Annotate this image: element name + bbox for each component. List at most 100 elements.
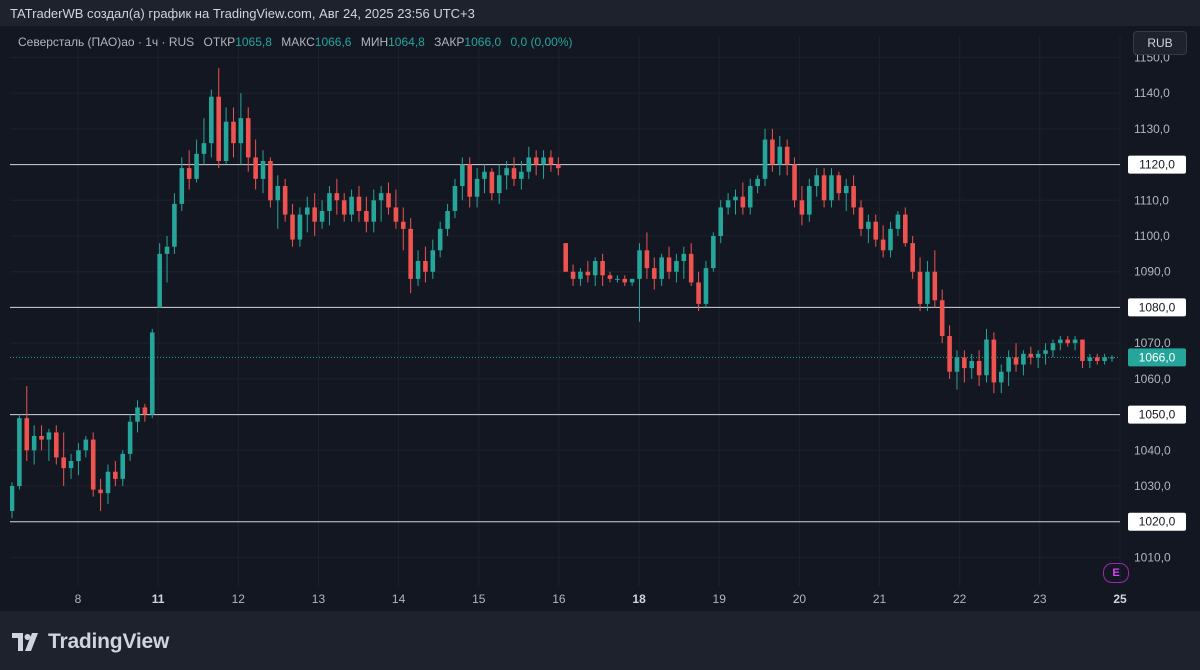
candle-body [482,171,487,179]
close-value: 1066,0 [464,35,502,49]
candle-body [858,207,864,229]
candle-body [578,271,583,279]
candle-body [556,164,561,169]
x-tick-label: 14 [392,592,406,606]
chart-pane[interactable]: 1010,0 1020,0 1030,0 1040,0 1050,0 1060,0 1070… [10,26,1190,611]
candle-body [644,250,650,269]
candle-body [637,250,642,279]
price-chart[interactable]: 1010,0 1020,0 1030,0 1040,0 1050,0 1060,0 1070… [10,26,1190,611]
candle-body [297,214,303,240]
candle-body [216,96,221,161]
candle-body [17,418,22,486]
x-tick-label: 18 [632,592,646,606]
candle-body [334,193,340,201]
candle-body [836,175,842,194]
candle-body [445,211,450,229]
candle-body [681,253,687,261]
level-price-label: 1120,0 [1139,158,1175,172]
open-value: 1065,8 [235,35,272,49]
candle-body [98,489,103,494]
candle-body [659,257,664,279]
tradingview-logo[interactable]: TradingView [12,630,169,654]
candle-body [437,228,443,251]
ohlc-legend: Северсталь (ПАО)ао · 1ч · RUS ОТКР1065,8… [18,35,573,49]
high-label: МАКС [281,35,315,49]
candle-body [179,168,185,204]
candle-body [209,96,214,144]
candle-body [991,339,997,383]
candle-body [223,121,229,161]
candle-body [149,332,155,415]
x-tick-label: 12 [232,592,246,606]
x-tick-label: 11 [152,592,165,606]
earnings-event-badge[interactable]: E [1103,563,1129,583]
candle-body [194,153,199,179]
candle-body [113,471,118,479]
x-tick-label: 15 [472,592,486,606]
candle-body [327,193,332,211]
candle-body [821,175,827,201]
currency-button[interactable]: RUB [1133,31,1187,55]
candle-body [755,178,760,186]
candle-body [814,175,819,186]
candle-body [843,186,849,194]
symbol-title: Северсталь (ПАО)ао · 1ч · RUS [18,35,195,49]
footer-bar [0,611,1200,670]
candle-body [792,164,797,201]
level-price-label: 1020,0 [1139,515,1176,529]
candle-body [1087,357,1093,361]
candle-body [733,196,738,201]
y-tick-label: 1110,0 [1134,193,1169,207]
level-price-box [1128,298,1186,317]
high-value: 1066,6 [314,35,352,49]
candle-body [423,261,428,272]
candle-body [46,432,52,440]
candle-body [415,261,421,279]
last-price-label: 1066,0 [1139,350,1176,364]
candle-body [917,271,923,304]
y-tick-label: 1040,0 [1134,443,1171,457]
candle-body [245,118,251,158]
candle-body [305,207,310,215]
candle-body [829,175,834,201]
candle-body [807,186,812,215]
candle-body [592,261,598,276]
candle-body [61,457,66,469]
candle-body [1058,339,1063,344]
candle-body [851,186,856,208]
candle-body [585,271,591,276]
candle-body [740,196,746,208]
candle-body [268,161,273,201]
candle-body [600,261,605,276]
candle-body [120,453,126,479]
open-label: ОТКР [203,35,236,49]
candle-body [105,471,111,494]
candle-body [231,121,236,144]
candle-body [799,200,805,215]
candle-body [452,186,458,211]
candle-body [24,418,30,451]
level-price-box [1128,405,1186,424]
candle-body [1109,357,1115,359]
level-price-label: 1080,0 [1139,300,1176,314]
candle-body [1028,353,1034,358]
candle-body [873,221,879,240]
candle-body [364,211,369,222]
candle-body [526,157,532,172]
tradingview-logo-text: TradingView [48,630,170,653]
candle-body [39,436,44,440]
candle-body [947,336,952,372]
candle-body [371,200,377,222]
candle-body [186,168,192,179]
candle-body [777,146,783,165]
y-tick-label: 1100,0 [1134,229,1170,243]
candle-body [400,221,406,229]
x-tick-label: 21 [873,592,887,606]
candle-body [607,275,613,279]
candle-body [969,361,975,369]
level-price-box [1128,155,1186,174]
candle-body [998,371,1004,383]
low-label: МИН [360,35,389,49]
candle-body [888,228,893,251]
candle-body [1050,343,1056,351]
